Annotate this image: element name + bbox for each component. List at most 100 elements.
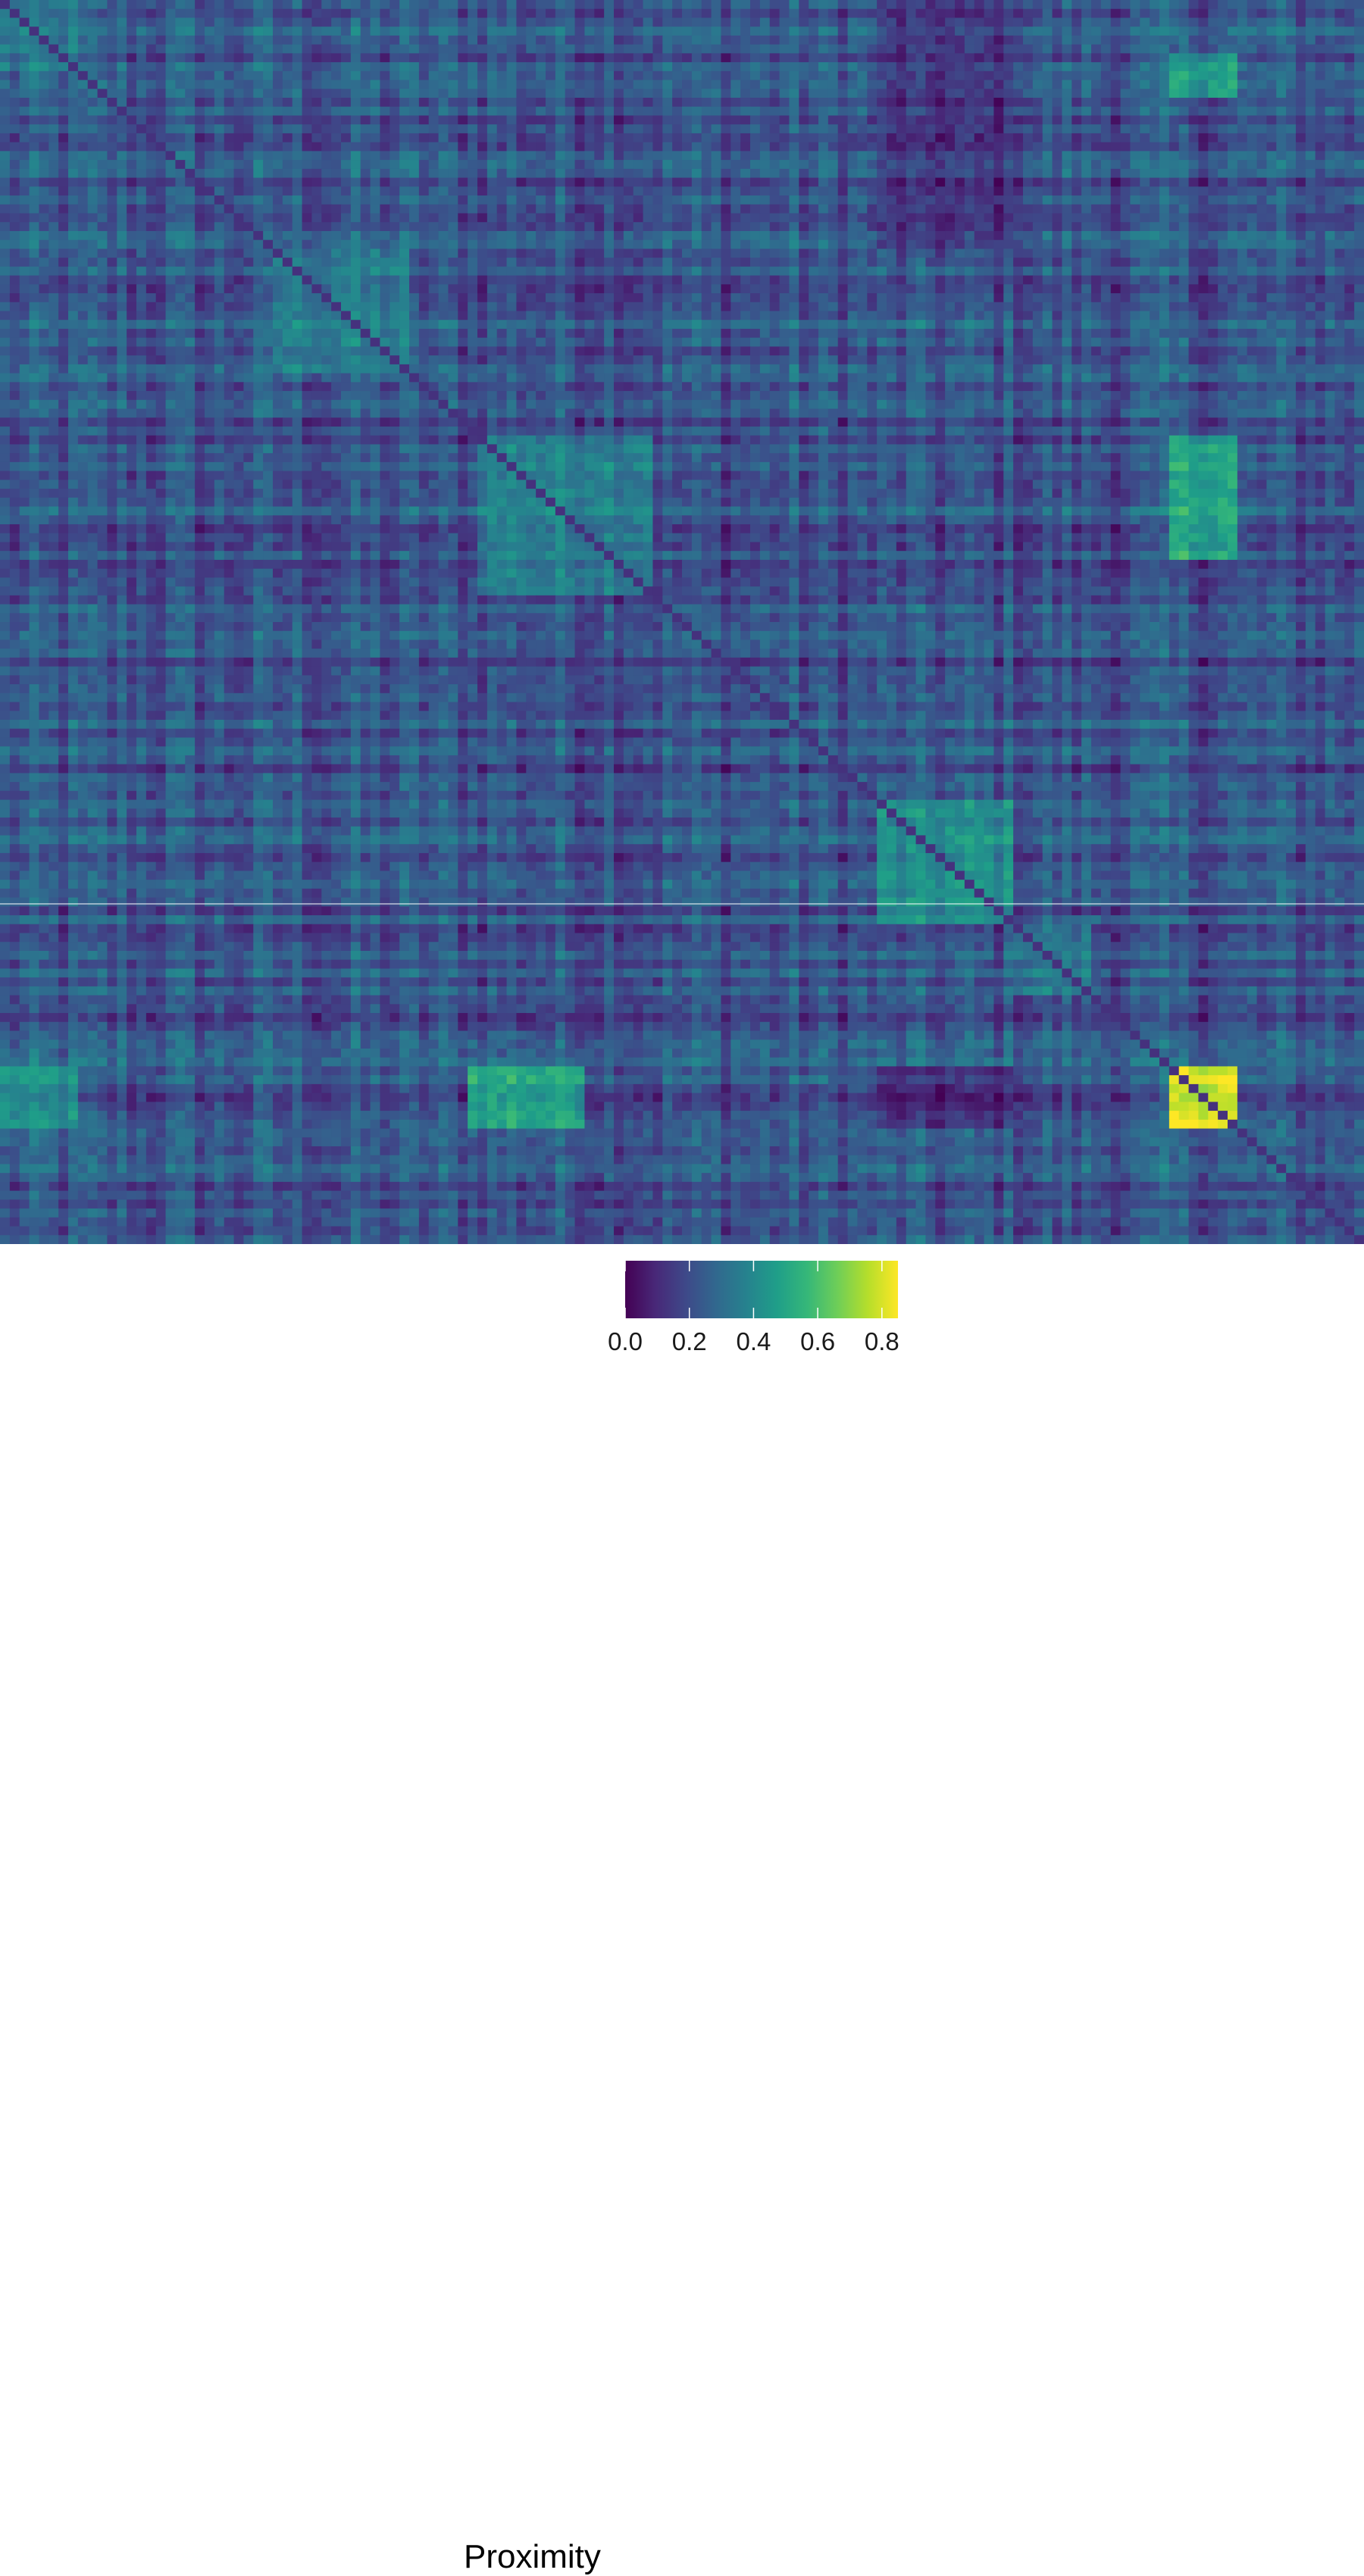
heatmap-cell	[1228, 213, 1238, 223]
heatmap-cell	[1150, 204, 1160, 214]
heatmap-cell	[877, 70, 887, 81]
heatmap-cell	[1344, 142, 1355, 152]
heatmap-cell	[1091, 222, 1102, 232]
heatmap-cell	[837, 160, 849, 170]
heatmap-cell	[9, 230, 20, 241]
heatmap-cell	[1042, 186, 1053, 196]
heatmap-cell	[652, 35, 663, 45]
heatmap-cell	[818, 142, 829, 152]
heatmap-cell	[672, 106, 683, 117]
heatmap-cell	[546, 124, 556, 134]
heatmap-cell	[1315, 151, 1326, 161]
heatmap-cell	[730, 239, 741, 249]
heatmap-cell	[1100, 249, 1112, 258]
heatmap-cell	[458, 266, 468, 277]
heatmap-cell	[1091, 106, 1102, 117]
heatmap-cell	[691, 249, 702, 258]
heatmap-cell	[915, 70, 927, 81]
heatmap-cell	[1140, 160, 1150, 170]
heatmap-cell	[350, 151, 361, 161]
heatmap-cell	[574, 115, 586, 125]
heatmap-cell	[1286, 204, 1297, 214]
heatmap-cell	[1091, 177, 1102, 187]
heatmap-cell	[1344, 239, 1355, 249]
heatmap-cell	[477, 0, 488, 10]
heatmap-cell	[769, 160, 781, 170]
heatmap-cell	[896, 168, 907, 179]
heatmap-cell	[1013, 177, 1024, 187]
heatmap-cell	[1188, 70, 1200, 81]
heatmap-cell	[809, 151, 819, 161]
heatmap-cell	[468, 284, 478, 294]
heatmap-cell	[1315, 213, 1326, 223]
heatmap-cell	[1042, 258, 1053, 267]
heatmap-cell	[185, 186, 196, 196]
heatmap-cell	[175, 89, 186, 98]
heatmap-cell	[536, 213, 546, 223]
heatmap-cell	[867, 222, 878, 232]
heatmap-cell	[672, 80, 683, 89]
heatmap-cell	[1168, 53, 1180, 63]
heatmap-cell	[584, 151, 595, 161]
heatmap-cell	[867, 0, 878, 10]
heatmap-cell	[380, 98, 390, 108]
heatmap-cell	[604, 204, 615, 214]
heatmap-cell	[438, 142, 449, 152]
heatmap-cell	[9, 266, 20, 277]
heatmap-cell	[759, 213, 771, 223]
heatmap-cell	[711, 213, 722, 223]
heatmap-cell	[273, 151, 283, 161]
heatmap-cell	[195, 106, 205, 117]
heatmap-cell	[984, 98, 995, 108]
heatmap-cell	[311, 177, 322, 187]
heatmap-cell	[896, 311, 907, 320]
heatmap-cell	[185, 89, 196, 98]
heatmap-cell	[1198, 142, 1209, 152]
heatmap-cell	[389, 249, 400, 258]
heatmap-cell	[546, 8, 556, 19]
heatmap-cell	[107, 168, 117, 179]
heatmap-cell	[0, 124, 11, 134]
heatmap-cell	[1120, 266, 1131, 277]
heatmap-cell	[516, 124, 527, 134]
heatmap-cell	[740, 249, 751, 258]
heatmap-cell	[1168, 258, 1180, 267]
heatmap-cell	[779, 204, 790, 214]
heatmap-cell	[915, 106, 927, 117]
heatmap-cell	[1198, 106, 1209, 117]
heatmap-cell	[730, 115, 741, 125]
heatmap-cell	[224, 266, 235, 277]
heatmap-cell	[243, 195, 254, 205]
heatmap-cell	[350, 53, 361, 63]
heatmap-cell	[0, 222, 11, 232]
heatmap-cell	[1256, 133, 1268, 143]
heatmap-cell	[1052, 124, 1063, 134]
heatmap-cell	[516, 266, 527, 277]
heatmap-cell	[1256, 168, 1268, 179]
heatmap-cell	[1344, 62, 1355, 72]
heatmap-cell	[915, 133, 927, 143]
heatmap-cell	[224, 106, 235, 117]
heatmap-cell	[847, 124, 859, 134]
heatmap-cell	[214, 249, 225, 258]
heatmap-cell	[77, 168, 89, 179]
heatmap-cell	[809, 35, 819, 45]
heatmap-cell	[1218, 293, 1228, 303]
heatmap-cell	[195, 124, 205, 134]
heatmap-cell	[974, 151, 985, 161]
heatmap-cell	[818, 266, 829, 277]
heatmap-cell	[418, 302, 430, 312]
heatmap-cell	[155, 186, 167, 196]
heatmap-cell	[311, 284, 322, 294]
heatmap-cell	[1198, 44, 1209, 54]
heatmap-cell	[1218, 89, 1228, 98]
heatmap-cell	[1071, 106, 1082, 117]
heatmap-cell	[370, 177, 381, 187]
heatmap-cell	[1325, 302, 1336, 312]
heatmap-cell	[1276, 115, 1287, 125]
heatmap-cell	[321, 293, 332, 303]
heatmap-cell	[730, 186, 741, 196]
heatmap-cell	[887, 284, 897, 294]
heatmap-cell	[604, 311, 615, 320]
heatmap-cell	[769, 27, 781, 36]
